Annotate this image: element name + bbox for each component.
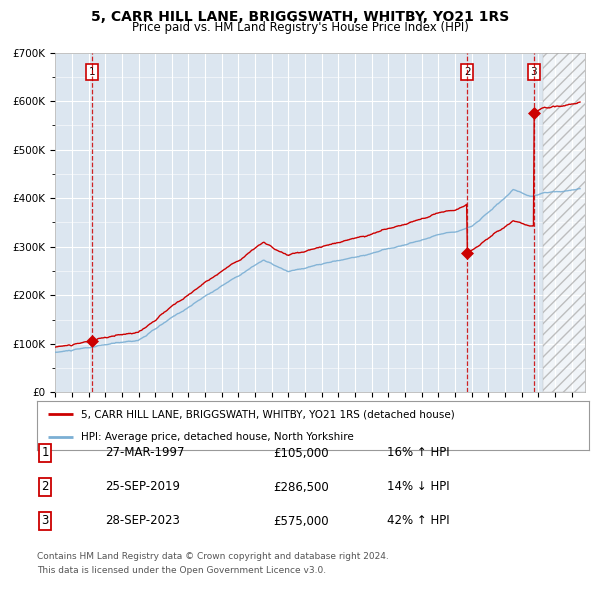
Bar: [542, 53, 589, 392]
Text: 3: 3: [530, 67, 537, 77]
Text: 42% ↑ HPI: 42% ↑ HPI: [387, 514, 449, 527]
Text: 2: 2: [464, 67, 470, 77]
Text: Price paid vs. HM Land Registry's House Price Index (HPI): Price paid vs. HM Land Registry's House …: [131, 21, 469, 34]
Text: 16% ↑ HPI: 16% ↑ HPI: [387, 447, 449, 460]
Text: 14% ↓ HPI: 14% ↓ HPI: [387, 480, 449, 493]
Text: HPI: Average price, detached house, North Yorkshire: HPI: Average price, detached house, Nort…: [82, 431, 354, 441]
Text: 28-SEP-2023: 28-SEP-2023: [105, 514, 180, 527]
Text: 5, CARR HILL LANE, BRIGGSWATH, WHITBY, YO21 1RS: 5, CARR HILL LANE, BRIGGSWATH, WHITBY, Y…: [91, 10, 509, 24]
Bar: [542, 53, 589, 392]
Text: 27-MAR-1997: 27-MAR-1997: [105, 447, 185, 460]
Text: 5, CARR HILL LANE, BRIGGSWATH, WHITBY, YO21 1RS (detached house): 5, CARR HILL LANE, BRIGGSWATH, WHITBY, Y…: [82, 409, 455, 419]
Text: £105,000: £105,000: [273, 447, 329, 460]
Text: Contains HM Land Registry data © Crown copyright and database right 2024.: Contains HM Land Registry data © Crown c…: [37, 552, 389, 561]
Text: 2: 2: [41, 480, 49, 493]
Text: 25-SEP-2019: 25-SEP-2019: [105, 480, 180, 493]
Text: This data is licensed under the Open Government Licence v3.0.: This data is licensed under the Open Gov…: [37, 566, 326, 575]
Text: £286,500: £286,500: [273, 480, 329, 493]
Text: 1: 1: [89, 67, 95, 77]
Text: 3: 3: [41, 514, 49, 527]
Text: £575,000: £575,000: [273, 514, 329, 527]
Text: 1: 1: [41, 447, 49, 460]
